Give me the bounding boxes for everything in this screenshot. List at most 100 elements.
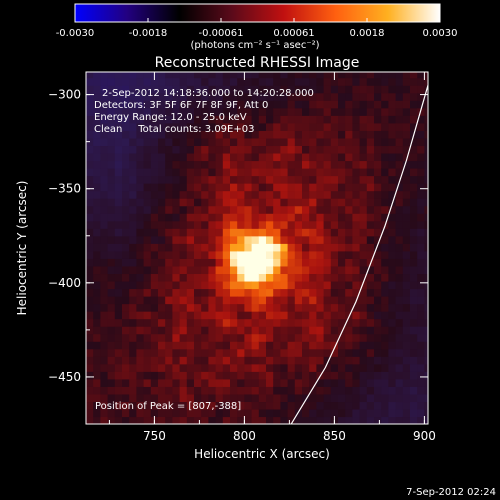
heatmap-cell <box>251 303 260 312</box>
heatmap-cell <box>114 235 123 244</box>
heatmap-cell <box>388 326 397 335</box>
heatmap-cell <box>201 348 209 357</box>
heatmap-cell <box>345 107 353 116</box>
heatmap-cell <box>179 107 188 116</box>
heatmap-cell <box>179 115 188 124</box>
heatmap-cell <box>309 145 317 154</box>
heatmap-cell <box>287 333 296 342</box>
heatmap-cell <box>165 333 173 342</box>
heatmap-cell <box>266 190 274 199</box>
heatmap-cell <box>165 401 173 410</box>
heatmap-cell <box>287 348 296 357</box>
heatmap-cell <box>388 288 397 297</box>
heatmap-cell <box>366 85 375 94</box>
heatmap-cell <box>366 205 375 214</box>
heatmap-cell <box>194 130 202 139</box>
heatmap-cell <box>309 205 317 214</box>
heatmap-cell <box>273 152 281 162</box>
heatmap-cell <box>395 145 404 154</box>
heatmap-cell <box>114 115 123 124</box>
heatmap-cell <box>424 280 428 290</box>
heatmap-cell <box>194 258 202 267</box>
heatmap-cell <box>381 258 389 267</box>
heatmap-cell <box>424 296 428 305</box>
heatmap-cell <box>366 92 375 101</box>
heatmap-cell <box>258 137 267 147</box>
heatmap-cell <box>266 416 274 424</box>
heatmap-cell <box>107 356 116 365</box>
heatmap-cell <box>215 168 224 177</box>
heatmap-cell <box>309 378 317 387</box>
heatmap-cell <box>417 115 425 124</box>
heatmap-cell <box>186 100 195 109</box>
heatmap-cell <box>258 183 267 192</box>
heatmap-cell <box>395 408 404 418</box>
heatmap-cell <box>302 122 310 131</box>
heatmap-cell <box>93 235 101 244</box>
heatmap-cell <box>352 122 361 131</box>
heatmap-cell <box>86 220 94 229</box>
heatmap-cell <box>388 85 397 94</box>
heatmap-cell <box>316 265 325 275</box>
heatmap-cell <box>244 130 253 139</box>
heatmap-cell <box>107 273 116 282</box>
heatmap-cell <box>273 371 281 380</box>
heatmap-cell <box>273 137 281 147</box>
heatmap-cell <box>194 122 202 131</box>
heatmap-cell <box>129 296 137 305</box>
heatmap-cell <box>316 326 325 335</box>
heatmap-cell <box>280 378 289 387</box>
heatmap-cell <box>345 137 353 147</box>
heatmap-cell <box>230 348 238 357</box>
heatmap-cell <box>266 341 274 350</box>
heatmap-cell <box>93 160 101 169</box>
heatmap-cell <box>100 115 109 124</box>
heatmap-cell <box>251 72 260 79</box>
heatmap-cell <box>150 273 159 282</box>
heatmap-cell <box>359 220 368 229</box>
heatmap-cell <box>186 386 195 395</box>
heatmap-cell <box>222 228 231 237</box>
heatmap-cell <box>402 228 411 237</box>
heatmap-cell <box>230 378 238 387</box>
heatmap-cell <box>410 198 418 207</box>
heatmap-cell <box>302 280 310 290</box>
heatmap-cell <box>309 348 317 357</box>
heatmap-cell <box>266 273 274 282</box>
heatmap-cell <box>93 273 101 282</box>
heatmap-cell <box>222 265 231 275</box>
heatmap-cell <box>294 175 303 184</box>
heatmap-cell <box>410 228 418 237</box>
heatmap-cell <box>122 296 130 305</box>
heatmap-cell <box>330 363 339 372</box>
heatmap-cell <box>114 220 123 229</box>
heatmap-cell <box>294 160 303 169</box>
heatmap-cell <box>417 168 425 177</box>
heatmap-cell <box>237 371 245 380</box>
heatmap-cell <box>302 130 310 139</box>
heatmap-cell <box>179 311 188 320</box>
heatmap-cell <box>345 152 353 162</box>
heatmap-cell <box>237 145 245 154</box>
heatmap-cell <box>424 77 428 86</box>
heatmap-cell <box>86 92 94 101</box>
heatmap-cell <box>86 333 94 342</box>
solar-limb-curve <box>290 85 428 424</box>
heatmap-cell <box>309 92 317 101</box>
heatmap-cell <box>172 160 181 169</box>
heatmap-cell <box>86 348 94 357</box>
heatmap-cell <box>244 356 253 365</box>
heatmap-cell <box>359 288 368 297</box>
heatmap-cell <box>143 137 152 147</box>
heatmap-cell <box>251 258 260 267</box>
heatmap-cell <box>244 145 253 154</box>
heatmap-cell <box>381 145 389 154</box>
heatmap-cell <box>122 250 130 259</box>
heatmap-cell <box>114 72 123 79</box>
heatmap-cell <box>222 107 231 116</box>
heatmap-cell <box>158 168 166 177</box>
heatmap-cell <box>309 137 317 147</box>
heatmap-cell <box>179 258 188 267</box>
heatmap-cell <box>201 85 209 94</box>
heatmap-cell <box>345 326 353 335</box>
